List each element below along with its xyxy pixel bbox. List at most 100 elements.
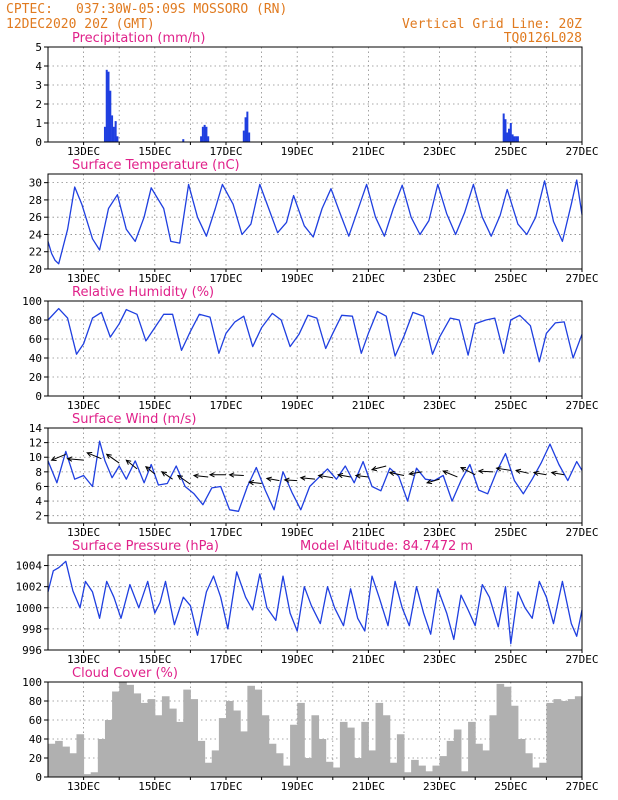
wind-vector	[67, 458, 84, 461]
y-tick-label: 60	[29, 333, 42, 346]
x-tick-label: 19DEC	[281, 272, 314, 285]
cloud-bar	[240, 731, 248, 777]
cloud-bar	[560, 701, 569, 777]
cloud-bar	[304, 758, 312, 777]
cloud-bar	[368, 750, 377, 777]
precip-bar	[511, 134, 514, 142]
cloud-bar	[318, 739, 327, 777]
wind-arrowhead	[265, 476, 272, 482]
cloud-bar	[325, 761, 334, 777]
cloud-bar	[432, 765, 441, 777]
cloud-bar	[489, 715, 498, 777]
header-code: TQ0126L028	[504, 31, 582, 46]
cloud-bar	[411, 759, 419, 777]
cloud-bar	[247, 685, 255, 777]
cloud-bar	[297, 702, 305, 777]
cloud-bar	[567, 699, 576, 777]
cloud-bar	[197, 740, 206, 777]
panel-humidity: Relative Humidity (%) 0 20 40 60 80 100 13DEC 1…	[22, 285, 598, 412]
model-altitude-label: Model Altitude: 84.7472 m	[300, 539, 473, 554]
y-tick-label: 3	[35, 79, 42, 92]
cloud-bar	[126, 684, 134, 777]
precip-bar	[105, 69, 108, 142]
x-tick-label: 25DEC	[494, 526, 527, 539]
cloud-bar	[183, 689, 191, 777]
cloud-bar	[332, 767, 341, 777]
wind-vector	[355, 475, 369, 478]
x-tick-label: 15DEC	[138, 145, 171, 158]
panel-cloud-cover: Cloud Cover (%) 0 20 40 60 80 100 13DEC 15DEC 17…	[22, 666, 598, 793]
precip-bar	[509, 123, 512, 142]
wind-vector	[229, 474, 244, 476]
x-tick-label: 23DEC	[423, 780, 456, 793]
x-tick-label: 19DEC	[281, 145, 314, 158]
cloud-bar	[112, 691, 120, 777]
wind-arrowhead	[145, 465, 151, 472]
cloud-bar	[233, 710, 241, 777]
wind-arrowhead	[354, 473, 361, 479]
cloud-bar	[190, 699, 199, 777]
cloud-bar	[339, 721, 348, 777]
precip-bar	[248, 132, 251, 142]
cloud-bar	[396, 734, 405, 777]
pressure-title: Surface Pressure (hPa)	[72, 539, 219, 554]
x-tick-label: 25DEC	[494, 780, 527, 793]
y-tick-label: 0	[35, 136, 42, 149]
x-tick-label: 25DEC	[494, 272, 527, 285]
x-tick-label: 13DEC	[67, 780, 100, 793]
cloud-bar	[525, 753, 533, 777]
plot-area	[48, 428, 582, 523]
wind-arrowhead	[299, 475, 306, 481]
y-tick-label: 24	[29, 228, 43, 241]
cloud-bar	[261, 715, 270, 777]
wind-vector	[516, 469, 529, 474]
x-tick-label: 21DEC	[352, 653, 385, 666]
precip-bar	[203, 124, 206, 142]
cloud-bar	[311, 715, 320, 777]
cloud-bar	[282, 765, 291, 777]
cloud-bar	[389, 762, 398, 777]
cloud-bar	[439, 756, 448, 777]
x-tick-label: 21DEC	[352, 780, 385, 793]
wind-vector	[460, 467, 476, 476]
y-tick-label: 40	[29, 352, 42, 365]
precip-bar	[502, 113, 505, 142]
x-tick-label: 27DEC	[565, 526, 598, 539]
wind-arrowhead	[370, 466, 377, 472]
y-tick-label: 30	[29, 177, 42, 190]
cloud-bar	[97, 739, 106, 777]
wind-vector	[426, 478, 440, 484]
precip-bar	[182, 139, 185, 142]
header-source: CPTEC:	[6, 2, 53, 17]
y-tick-label: 26	[29, 211, 42, 224]
cloud-bar	[161, 696, 170, 777]
plot-area	[48, 47, 582, 142]
wind-arrowhead	[228, 472, 235, 478]
wind-arrowhead	[495, 466, 502, 472]
y-tick-label: 1000	[16, 602, 43, 615]
cloud-title: Cloud Cover (%)	[72, 666, 178, 681]
wind-vector	[318, 475, 333, 479]
cloud-bar	[119, 682, 127, 777]
wind-vector	[551, 472, 565, 476]
precip-bar	[103, 126, 106, 142]
x-tick-label: 21DEC	[352, 272, 385, 285]
wind-vector	[300, 477, 316, 480]
cloud-bar	[404, 772, 412, 777]
y-tick-label: 998	[22, 623, 42, 636]
wind-vector	[106, 453, 120, 464]
wind-arrowhead	[477, 468, 484, 474]
precip-bar	[109, 90, 112, 142]
x-tick-label: 13DEC	[67, 526, 100, 539]
cloud-bar	[446, 740, 455, 777]
x-tick-label: 13DEC	[67, 272, 100, 285]
x-tick-label: 19DEC	[281, 526, 314, 539]
cloud-bar	[553, 699, 562, 777]
cloud-bar	[361, 721, 369, 777]
x-tick-label: 13DEC	[67, 653, 100, 666]
precip-bar	[107, 71, 110, 142]
precip-bar	[506, 132, 509, 142]
wind-vector	[145, 466, 156, 475]
wind-vector	[371, 465, 387, 471]
